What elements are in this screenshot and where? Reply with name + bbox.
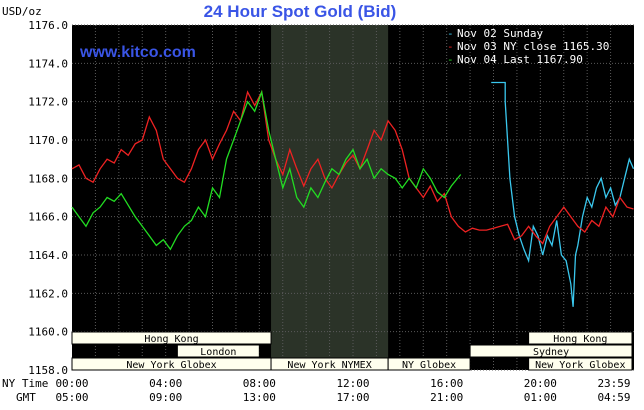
- legend-dash-1: -: [447, 40, 454, 53]
- x-tick-gmt: 17:00: [336, 391, 369, 404]
- x-tick-gmt: 05:00: [55, 391, 88, 404]
- legend-entry-1: Nov 03 NY close 1165.30: [457, 40, 609, 53]
- x-tick-gmt: 09:00: [149, 391, 182, 404]
- legend: - Nov 02 Sunday- Nov 03 NY close 1165.30- N…: [447, 27, 609, 66]
- y-tick-label: 1158.0: [28, 364, 68, 377]
- y-tick-label: 1170.0: [28, 134, 68, 147]
- session-label: NY Globex: [402, 360, 456, 371]
- legend-dash-2: -: [447, 53, 454, 66]
- x-tick-ny: 23:59: [597, 377, 630, 390]
- x-tick-ny: 12:00: [336, 377, 369, 390]
- y-axis-label: USD/oz: [2, 5, 42, 18]
- session-bar: [387, 357, 471, 371]
- series-line-0: [491, 81, 635, 307]
- x-tick-gmt: 01:00: [524, 391, 557, 404]
- series-line-1: [71, 90, 634, 245]
- session-bar: [71, 331, 272, 345]
- series-lines: [71, 81, 635, 307]
- y-tick-label: 1172.0: [28, 96, 68, 109]
- y-tick-label: 1160.0: [28, 326, 68, 339]
- session-label: Hong Kong: [144, 334, 198, 345]
- y-axis-ticks: 1158.0 1160.0 1162.0 1164.0 1166.0 1168.0 1170…: [28, 19, 68, 377]
- x-tick-ny: 00:00: [55, 377, 88, 390]
- session-label: New York Globex: [126, 360, 216, 371]
- y-tick-label: 1168.0: [28, 172, 68, 185]
- y-tick-label: 1166.0: [28, 211, 68, 224]
- gmt-label: GMT: [16, 391, 36, 404]
- session-label: Hong Kong: [553, 334, 607, 345]
- session-bar: [176, 344, 260, 358]
- session-bar: [528, 357, 633, 371]
- watermark-kitco: www.kitco.com: [79, 44, 196, 61]
- session-label: Sydney: [533, 347, 569, 358]
- session-label: London: [200, 347, 236, 358]
- legend-entry-2: Nov 04 Last 1167.90: [457, 53, 583, 66]
- x-tick-gmt: 21:00: [430, 391, 463, 404]
- x-tick-ny: 08:00: [243, 377, 276, 390]
- y-tick-label: 1162.0: [28, 287, 68, 300]
- x-tick-ny: 20:00: [524, 377, 557, 390]
- x-tick-gmt: 13:00: [243, 391, 276, 404]
- ny-time-label: NY Time: [2, 377, 48, 390]
- series-line-2: [71, 89, 462, 251]
- session-bar: [469, 344, 633, 358]
- legend-entry-0: Nov 02 Sunday: [457, 27, 543, 40]
- x-tick-ny: 16:00: [430, 377, 463, 390]
- y-tick-label: 1174.0: [28, 57, 68, 70]
- y-tick-label: 1164.0: [28, 249, 68, 262]
- chart-title: 24 Hour Spot Gold (Bid): [204, 2, 397, 21]
- legend-dash-0: -: [447, 27, 454, 40]
- y-tick-label: 1176.0: [28, 19, 68, 32]
- x-tick-gmt: 04:59: [597, 391, 630, 404]
- chart-timestamp: November 04, 2014 16:36: [452, 11, 604, 24]
- x-tick-ny: 04:00: [149, 377, 182, 390]
- session-label: New York NYMEX: [287, 360, 371, 371]
- session-bar: [528, 331, 633, 345]
- session-label: New York Globex: [535, 360, 625, 371]
